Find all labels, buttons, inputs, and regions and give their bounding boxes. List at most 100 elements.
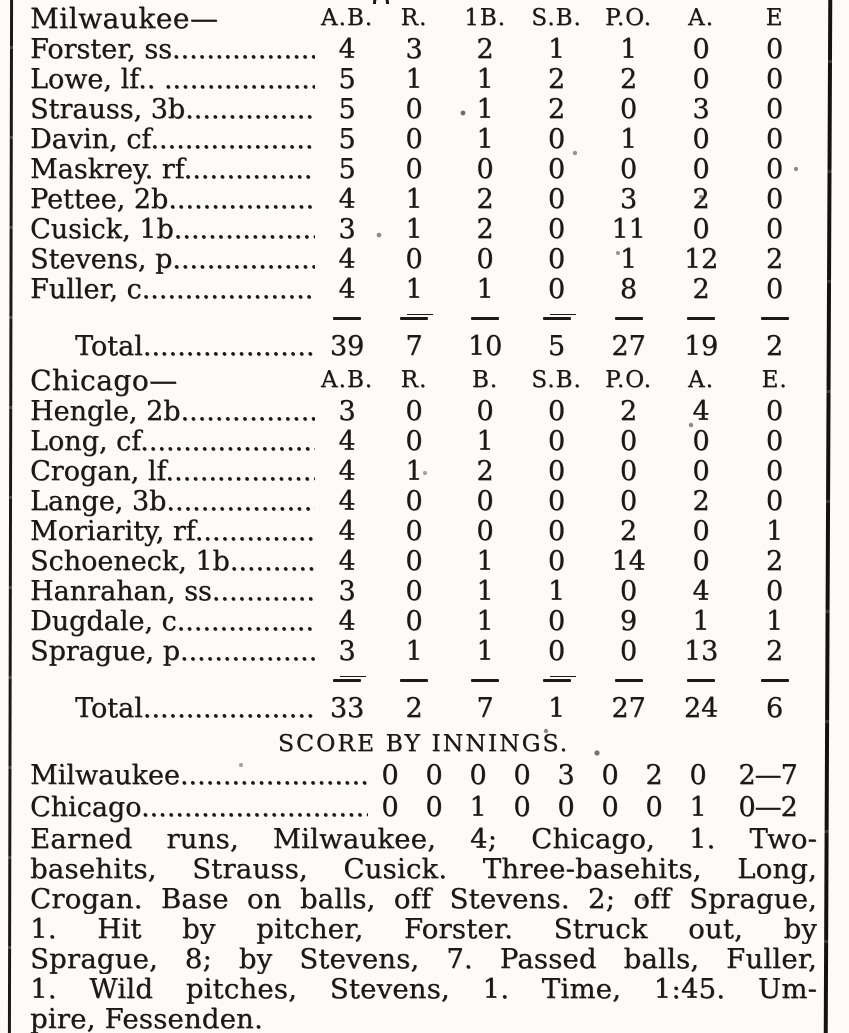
stat-1b: 2	[476, 35, 494, 65]
stat-a: 3	[692, 95, 710, 125]
stat-ab: 4	[338, 245, 356, 275]
stat-sb: 0	[547, 487, 566, 517]
table-row: Dugdale, c..................... 4 0 1 0 …	[30, 607, 817, 637]
score-by-innings-rows: Milwaukee...............................…	[30, 760, 817, 824]
total-1b: 10	[467, 332, 503, 362]
stat-a: 0	[692, 517, 710, 547]
inning-7: 2	[645, 760, 663, 791]
summary-line: Sprague, 8; by Stevens, 7. Passed balls,…	[30, 944, 817, 974]
stat-b: 0	[476, 487, 494, 517]
column-header-r: R.	[400, 367, 428, 393]
stat-r: 3	[405, 35, 423, 65]
stat-r: 0	[405, 397, 423, 427]
stat-a: 0	[692, 125, 710, 155]
sum-rule	[400, 678, 428, 683]
inning-5: 3	[557, 760, 575, 791]
stat-ab: 4	[338, 517, 356, 547]
stat-a: 2	[692, 185, 710, 215]
milwaukee-header-row: Milwaukee— A.B. R. 1B. S.B. P.O. A. E	[30, 0, 817, 35]
stat-sb: 2	[547, 65, 566, 95]
inning-6: 0	[601, 760, 619, 791]
score-by-innings-heading: SCORE BY INNINGS.	[277, 729, 570, 757]
stat-b: 1	[476, 637, 494, 667]
stat-po: 0	[619, 637, 638, 667]
summary-line: 1. Wild pitches, Stevens, 1. Time, 1:45.…	[30, 974, 817, 1004]
inning-1: 0	[381, 792, 399, 823]
stat-ab: 4	[338, 547, 356, 577]
stat-po: 0	[619, 577, 638, 607]
stat-1b: 1	[476, 65, 494, 95]
stat-sb: 0	[547, 275, 566, 305]
total-po: 27	[611, 694, 646, 724]
stat-r: 0	[405, 517, 423, 547]
table-row: Pettee, 2b..................... 4 1 2 0 …	[30, 185, 817, 215]
stat-e: 0	[765, 35, 784, 65]
total-a: 19	[683, 332, 719, 362]
stat-e: 0	[765, 185, 784, 215]
inning-9-and-final: 2—7	[738, 760, 797, 791]
stat-po: 0	[619, 427, 638, 457]
sum-rule	[614, 678, 643, 683]
stat-po: 14	[611, 547, 646, 577]
stat-a: 0	[692, 215, 710, 245]
stat-r: 0	[405, 155, 423, 185]
stat-ab: 5	[338, 155, 356, 185]
stat-1b: 1	[476, 275, 494, 305]
stat-e: 1	[765, 517, 784, 547]
stat-ab: 5	[338, 65, 356, 95]
stat-sb: 0	[547, 457, 566, 487]
stat-e: 0	[765, 427, 784, 457]
stat-r: 0	[405, 95, 423, 125]
inning-3: 0	[469, 760, 487, 791]
inning-4: 0	[513, 792, 531, 823]
stat-r: 1	[405, 637, 423, 667]
total-label: Total.........................	[75, 332, 315, 362]
stat-sb: 0	[547, 547, 566, 577]
stat-e: 0	[765, 125, 784, 155]
milwaukee-total-row: Total......................... 39 7 10 5…	[30, 332, 817, 362]
stat-ab: 4	[338, 185, 356, 215]
stat-sb: 1	[547, 35, 566, 65]
stat-a: 0	[692, 35, 710, 65]
column-header-ab: A.B.	[320, 367, 374, 393]
total-r: 2	[405, 694, 423, 724]
stat-e: 0	[765, 457, 784, 487]
stat-e: 0	[765, 487, 784, 517]
clipping-content: Milwaukee— A.B. R. 1B. S.B. P.O. A. E Fo…	[30, 0, 817, 1033]
stat-e: 1	[765, 607, 784, 637]
inning-3: 1	[469, 792, 487, 823]
inning-8: 1	[689, 792, 707, 823]
stat-po: 9	[619, 607, 638, 637]
stat-ab: 3	[338, 577, 356, 607]
sum-rule	[333, 316, 361, 321]
player-name: Strauss, 3b....................	[30, 95, 315, 125]
stat-r: 1	[405, 185, 423, 215]
summary-line: Crogan. Base on balls, off Stevens. 2; o…	[30, 884, 817, 914]
stat-ab: 3	[338, 397, 356, 427]
stat-e: 2	[765, 245, 784, 275]
stat-b: 1	[476, 607, 494, 637]
summary-line: Earned runs, Milwaukee, 4; Chicago, 1. T…	[30, 824, 817, 854]
chicago-total-row: Total......................... 33 2 7 1 …	[30, 694, 817, 724]
sum-rule	[542, 678, 571, 683]
chicago-player-rows: Hengle, 2b..................... 3 0 0 0 …	[30, 397, 817, 667]
stat-1b: 0	[476, 155, 494, 185]
stat-a: 4	[692, 397, 710, 427]
player-name: Forster, ss....................	[30, 35, 315, 65]
player-name: Schoeneck, 1b..................	[30, 547, 315, 577]
player-name: Dugdale, c.....................	[30, 607, 315, 637]
stat-ab: 5	[338, 95, 356, 125]
stat-ab: 4	[338, 427, 356, 457]
innings-team-label: Chicago.................................…	[30, 792, 368, 823]
total-rule-row	[30, 305, 817, 332]
stat-sb: 0	[547, 607, 566, 637]
stat-b: 0	[476, 517, 494, 547]
stat-r: 0	[405, 607, 423, 637]
game-summary-paragraph: Earned runs, Milwaukee, 4; Chicago, 1. T…	[30, 824, 817, 1033]
stat-sb: 0	[547, 215, 566, 245]
stat-a: 4	[692, 577, 710, 607]
stat-sb: 1	[547, 577, 566, 607]
chicago-batting-table: Chicago— A.B. R. B. S.B. P.O. A. E. Heng…	[30, 362, 817, 724]
stat-b: 1	[476, 577, 494, 607]
player-name: Hanrahan, ss...................	[30, 577, 315, 607]
